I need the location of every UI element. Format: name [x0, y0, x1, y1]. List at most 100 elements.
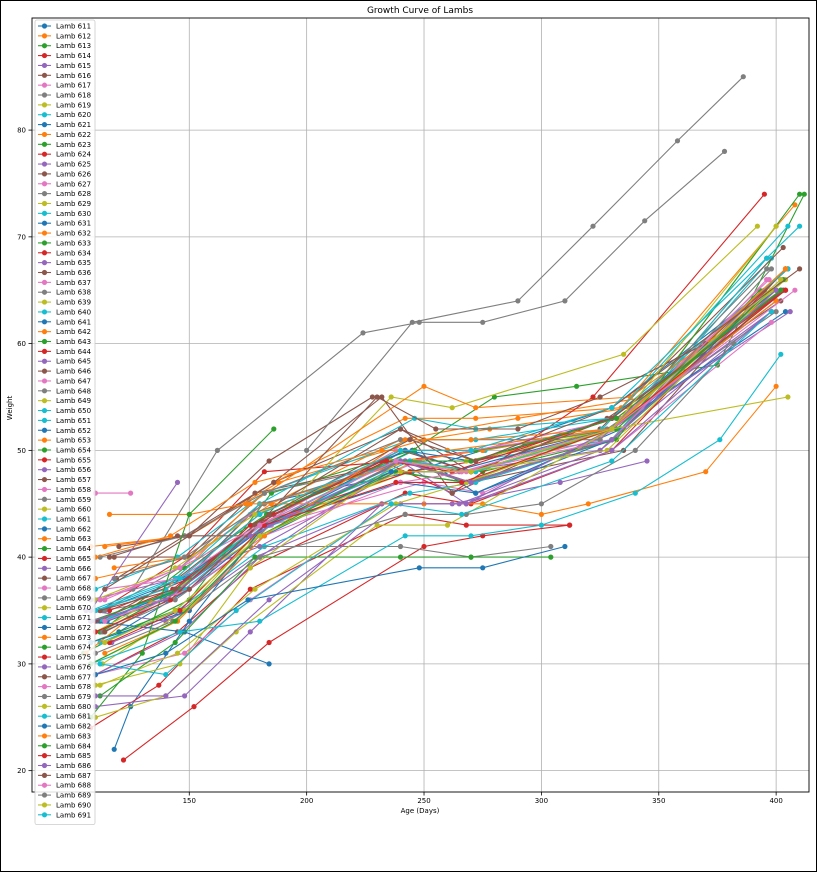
data-point: [782, 309, 789, 315]
data-point: [609, 458, 615, 464]
series-lamb-634: [106, 191, 768, 614]
legend-swatch-marker: [41, 33, 48, 39]
legend-item: Lamb 671: [38, 614, 91, 622]
data-point: [252, 479, 258, 485]
legend-swatch-marker: [41, 338, 48, 345]
data-point: [562, 298, 568, 304]
legend-item: Lamb 646: [38, 368, 92, 376]
data-point: [177, 575, 183, 582]
legend-item: Lamb 613: [38, 42, 91, 50]
legend-item: Lamb 662: [38, 525, 91, 533]
legend-item: Lamb 648: [38, 387, 91, 395]
legend-item: Lamb 630: [38, 210, 91, 218]
data-point: [613, 437, 620, 443]
data-point: [459, 479, 465, 485]
legend-label: Lamb 663: [56, 535, 91, 543]
legend-swatch-marker: [41, 289, 48, 295]
legend-swatch-marker: [41, 92, 48, 98]
series-line: [113, 289, 772, 750]
data-point: [473, 415, 479, 421]
data-point: [116, 543, 122, 550]
y-tick-label: 20: [17, 767, 26, 775]
data-point: [163, 650, 169, 656]
legend-label: Lamb 683: [56, 732, 91, 740]
legend-swatch-marker: [41, 417, 48, 423]
data-point: [245, 597, 251, 603]
legend-item: Lamb 644: [38, 348, 92, 356]
legend-item: Lamb 681: [38, 713, 91, 721]
data-point: [186, 533, 192, 539]
x-axis-label: Age (Days): [401, 807, 440, 815]
legend-label: Lamb 635: [56, 259, 91, 267]
legend-label: Lamb 690: [56, 801, 91, 809]
legend-swatch-marker: [41, 555, 48, 562]
legend-label: Lamb 689: [56, 792, 91, 800]
legend-label: Lamb 677: [56, 673, 91, 681]
legend-item: Lamb 663: [38, 535, 91, 543]
legend-swatch-marker: [41, 516, 48, 522]
data-point: [397, 543, 404, 550]
data-point: [538, 522, 545, 528]
legend-label: Lamb 640: [56, 308, 91, 316]
chart-title: Growth Curve of Lambs: [367, 6, 473, 16]
data-point: [421, 543, 427, 550]
data-point: [233, 629, 239, 635]
legend-label: Lamb 646: [56, 368, 92, 376]
y-tick-label: 40: [17, 554, 26, 562]
data-point: [590, 394, 596, 400]
data-point: [468, 479, 474, 485]
y-tick-label: 80: [17, 127, 26, 135]
x-tick-label: 250: [417, 797, 430, 805]
data-point: [243, 501, 249, 507]
legend-item: Lamb 623: [38, 141, 91, 149]
data-point: [163, 693, 169, 699]
data-point: [156, 682, 162, 688]
data-point: [379, 447, 385, 453]
data-point: [761, 191, 768, 197]
data-point: [102, 629, 108, 635]
legend-item: Lamb 647: [38, 377, 91, 385]
data-point: [247, 522, 253, 528]
legend-swatch-marker: [41, 684, 48, 690]
data-point: [174, 479, 181, 485]
legend-label: Lamb 674: [56, 644, 92, 652]
data-point: [782, 287, 789, 293]
legend-label: Lamb 644: [56, 348, 92, 356]
data-point: [609, 426, 615, 432]
legend-item: Lamb 620: [38, 111, 91, 119]
legend-item: Lamb 652: [38, 427, 91, 435]
series-lamb-612: [92, 266, 791, 582]
data-point: [480, 319, 486, 325]
legend-swatch-marker: [41, 437, 48, 443]
legend-item: Lamb 642: [38, 328, 91, 336]
legend-item: Lamb 621: [38, 121, 91, 129]
legend-label: Lamb 618: [56, 92, 91, 100]
data-point: [182, 554, 188, 560]
legend-swatch-marker: [41, 398, 48, 404]
data-point: [182, 650, 188, 656]
data-point: [247, 533, 253, 539]
legend-swatch-marker: [41, 210, 48, 216]
data-point: [548, 554, 554, 560]
data-point: [463, 522, 469, 528]
legend-item: Lamb 683: [38, 732, 91, 740]
legend-label: Lamb 652: [56, 427, 91, 435]
legend-item: Lamb 650: [38, 407, 91, 415]
legend-item: Lamb 657: [38, 476, 91, 484]
legend-swatch-marker: [41, 506, 48, 512]
legend-label: Lamb 657: [56, 476, 91, 484]
legend-swatch-marker: [41, 605, 48, 611]
legend-item: Lamb 653: [38, 437, 91, 445]
legend-label: Lamb 643: [56, 338, 91, 346]
data-point: [609, 447, 615, 453]
legend-swatch-marker: [41, 772, 48, 778]
data-point: [304, 447, 310, 453]
legend-label: Lamb 659: [56, 496, 91, 504]
data-point: [163, 672, 169, 678]
legend-item: Lamb 687: [38, 772, 91, 780]
series-lamb-673: [92, 287, 789, 560]
legend-label: Lamb 625: [56, 161, 91, 169]
legend-swatch-marker: [41, 122, 48, 128]
legend-item: Lamb 643: [38, 338, 91, 346]
